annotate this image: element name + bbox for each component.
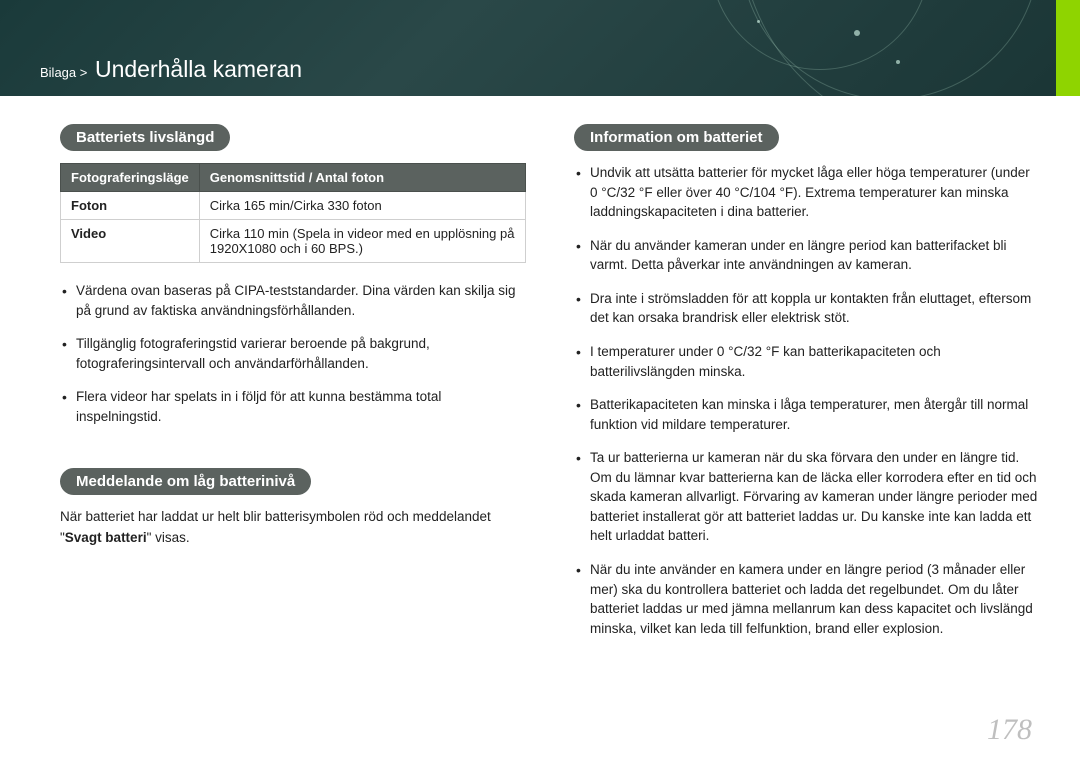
decor-dot	[757, 20, 760, 23]
section-heading-low-battery: Meddelande om låg batterinivå	[60, 468, 311, 495]
table-row: Foton Cirka 165 min/Cirka 330 foton	[61, 192, 526, 220]
list-item: I temperaturer under 0 °C/32 °F kan batt…	[574, 342, 1040, 381]
low-battery-paragraph: När batteriet har laddat ur helt blir ba…	[60, 507, 526, 548]
list-item: Tillgänglig fotograferingstid varierar b…	[60, 334, 526, 373]
table-cell-label: Video	[61, 220, 200, 263]
section-heading-battery-life: Batteriets livslängd	[60, 124, 230, 151]
section-heading-battery-info: Information om batteriet	[574, 124, 779, 151]
header-band: Bilaga > Underhålla kameran	[0, 0, 1080, 96]
decor-dot	[896, 60, 900, 64]
decor-dot	[854, 30, 860, 36]
battery-life-notes: Värdena ovan baseras på CIPA-teststandar…	[60, 281, 526, 426]
table-cell-value: Cirka 165 min/Cirka 330 foton	[199, 192, 525, 220]
list-item: Undvik att utsätta batterier för mycket …	[574, 163, 1040, 222]
list-item: Ta ur batterierna ur kameran när du ska …	[574, 448, 1040, 546]
list-item: Batterikapaciteten kan minska i låga tem…	[574, 395, 1040, 434]
table-row: Video Cirka 110 min (Spela in videor med…	[61, 220, 526, 263]
battery-life-table: Fotograferingsläge Genomsnittstid / Anta…	[60, 163, 526, 263]
para-text-post: " visas.	[147, 530, 190, 545]
page-body: Batteriets livslängd Fotograferingsläge …	[0, 96, 1080, 652]
table-head-mode: Fotograferingsläge	[61, 164, 200, 192]
right-column: Information om batteriet Undvik att utsä…	[574, 124, 1040, 652]
left-column: Batteriets livslängd Fotograferingsläge …	[60, 124, 526, 652]
table-head-avg: Genomsnittstid / Antal foton	[199, 164, 525, 192]
page-number: 178	[987, 713, 1032, 747]
list-item: Värdena ovan baseras på CIPA-teststandar…	[60, 281, 526, 320]
table-cell-label: Foton	[61, 192, 200, 220]
list-item: Flera videor har spelats in i följd för …	[60, 387, 526, 426]
breadcrumb-prefix: Bilaga >	[40, 65, 87, 80]
list-item: När du använder kameran under en längre …	[574, 236, 1040, 275]
list-item: När du inte använder en kamera under en …	[574, 560, 1040, 638]
table-cell-value: Cirka 110 min (Spela in videor med en up…	[199, 220, 525, 263]
battery-info-list: Undvik att utsätta batterier för mycket …	[574, 163, 1040, 638]
page-title: Underhålla kameran	[95, 56, 302, 82]
accent-bar	[1056, 0, 1080, 96]
list-item: Dra inte i strömsladden för att koppla u…	[574, 289, 1040, 328]
para-text-bold: Svagt batteri	[65, 530, 147, 545]
breadcrumb: Bilaga > Underhålla kameran	[40, 56, 302, 83]
